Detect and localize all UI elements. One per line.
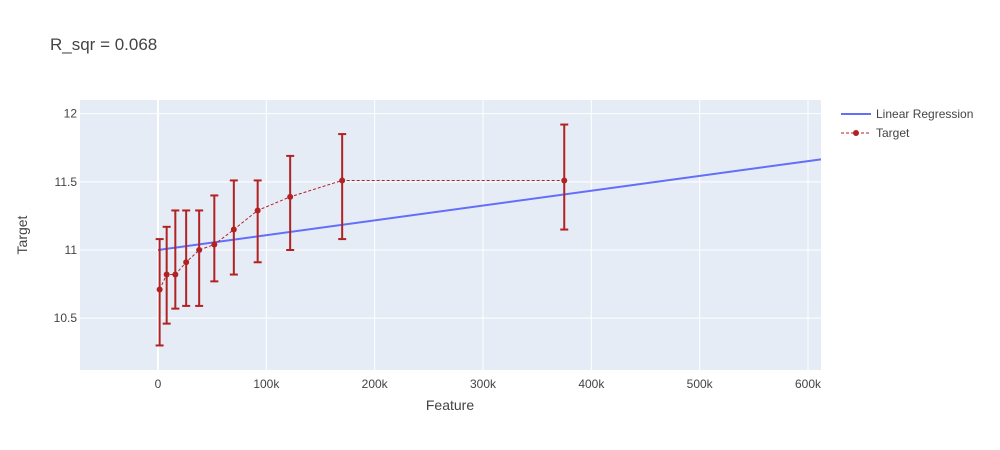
y-tick-labels: 10.5 11 11.5 12 bbox=[54, 107, 78, 326]
y-tick-label: 11 bbox=[65, 243, 78, 257]
x-axis-title: Feature bbox=[426, 397, 474, 413]
x-tick-label: 200k bbox=[362, 377, 389, 391]
target-error-bar bbox=[253, 179, 262, 264]
target-error-bar bbox=[560, 123, 569, 231]
target-point bbox=[183, 259, 190, 266]
target-error-bar bbox=[338, 133, 347, 241]
regression-line bbox=[157, 158, 821, 251]
target-error-bar bbox=[182, 209, 191, 307]
y-tick-label: 10.5 bbox=[54, 311, 78, 325]
legend-item-linear-regression: Linear Regression bbox=[841, 107, 973, 121]
plot-area[interactable] bbox=[80, 100, 821, 370]
x-tick-label: 0 bbox=[155, 377, 162, 391]
target-point bbox=[163, 271, 170, 278]
target-point bbox=[196, 247, 203, 253]
legend-item-target: Target bbox=[841, 126, 910, 140]
x-tick-label: 100k bbox=[253, 377, 280, 391]
series-layer bbox=[155, 123, 821, 347]
legend-label-target: Target bbox=[876, 126, 910, 140]
legend-label-regression: Linear Regression bbox=[876, 107, 973, 121]
y-tick-label: 12 bbox=[64, 107, 78, 121]
target-point bbox=[287, 193, 294, 200]
chart-title: R_sqr = 0.068 bbox=[50, 35, 157, 54]
plot-clip-group bbox=[155, 123, 821, 347]
gridlines bbox=[80, 100, 821, 370]
target-error-bar bbox=[286, 154, 295, 251]
legend-swatch-target-marker bbox=[853, 130, 859, 136]
target-point bbox=[211, 241, 218, 248]
y-axis-title: Target bbox=[14, 215, 30, 254]
x-tick-label: 400k bbox=[578, 377, 605, 391]
x-tick-label: 500k bbox=[687, 377, 714, 391]
target-point bbox=[172, 271, 179, 278]
target-error-bar bbox=[171, 209, 180, 310]
legend: Linear Regression Target bbox=[841, 107, 973, 140]
target-point bbox=[156, 286, 163, 293]
x-tick-labels: 0 100k 200k 300k 400k 500k 600k bbox=[155, 377, 822, 391]
y-tick-label: 11.5 bbox=[55, 175, 78, 189]
x-tick-label: 300k bbox=[470, 377, 497, 391]
target-error-bar bbox=[210, 194, 219, 283]
target-error-bar bbox=[195, 209, 204, 307]
target-point bbox=[230, 226, 237, 233]
target-point bbox=[254, 207, 261, 214]
x-tick-label: 600k bbox=[795, 377, 822, 391]
target-point bbox=[339, 177, 346, 184]
target-point bbox=[561, 177, 568, 184]
